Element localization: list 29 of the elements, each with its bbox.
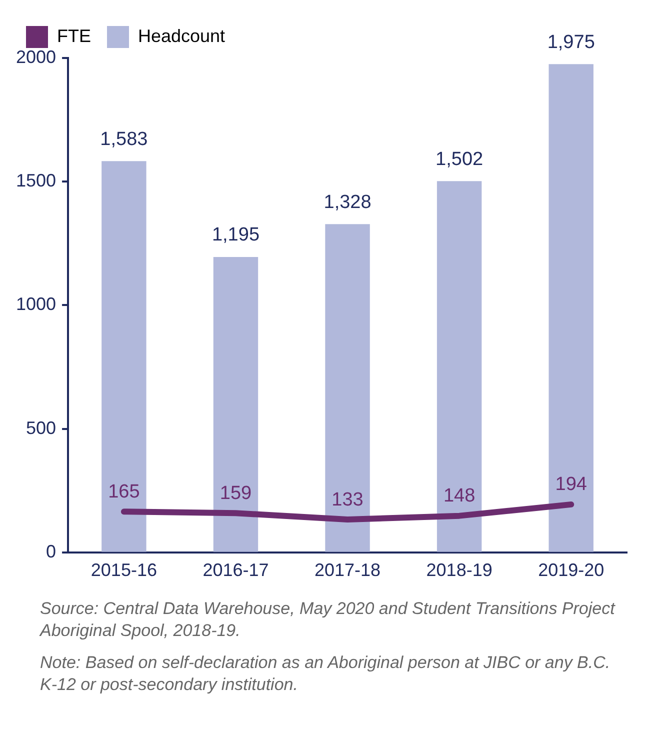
legend-label: Headcount (138, 26, 226, 46)
y-tick-label: 2000 (16, 46, 56, 67)
bar (325, 224, 370, 552)
data-label: 1,195 (212, 224, 260, 246)
y-tick-label: 1500 (16, 170, 56, 191)
text: Note: Based on self-declaration as an Aboriginal person at JIBC or any B.C. K-12 or post-secondary institution. (40, 652, 612, 696)
bar (436, 181, 482, 552)
data-label: 1,502 (436, 148, 484, 170)
x-tick-label: 2018-19 (426, 560, 492, 580)
data-label: 1,583 (100, 128, 148, 150)
legend-label: FTE (57, 26, 91, 46)
data-label: 148 (443, 486, 476, 507)
bar (548, 64, 594, 552)
data-label: 165 (108, 481, 140, 502)
bar (213, 256, 258, 552)
y-tick-label: 500 (26, 418, 56, 438)
source-note: Source: Central Data Warehouse, May 2020 and Student Transitions Project Aboriginal Spool, 2018-19. (40, 598, 616, 642)
bar (102, 161, 146, 552)
x-tick-label: 2015-16 (90, 560, 157, 580)
x-tick-label: 2017-18 (314, 560, 381, 580)
y-tick-label: 1000 (16, 294, 56, 314)
data-label: 1,328 (324, 192, 372, 213)
x-tick-label: 2019-20 (538, 560, 604, 580)
data-label: 159 (220, 482, 252, 504)
x-tick-label: 2016-17 (202, 560, 269, 580)
y-tick-label: 0 (46, 541, 56, 562)
data-label: 194 (555, 474, 588, 496)
data-label: 133 (332, 489, 364, 510)
data-label: 1,975 (547, 32, 595, 53)
